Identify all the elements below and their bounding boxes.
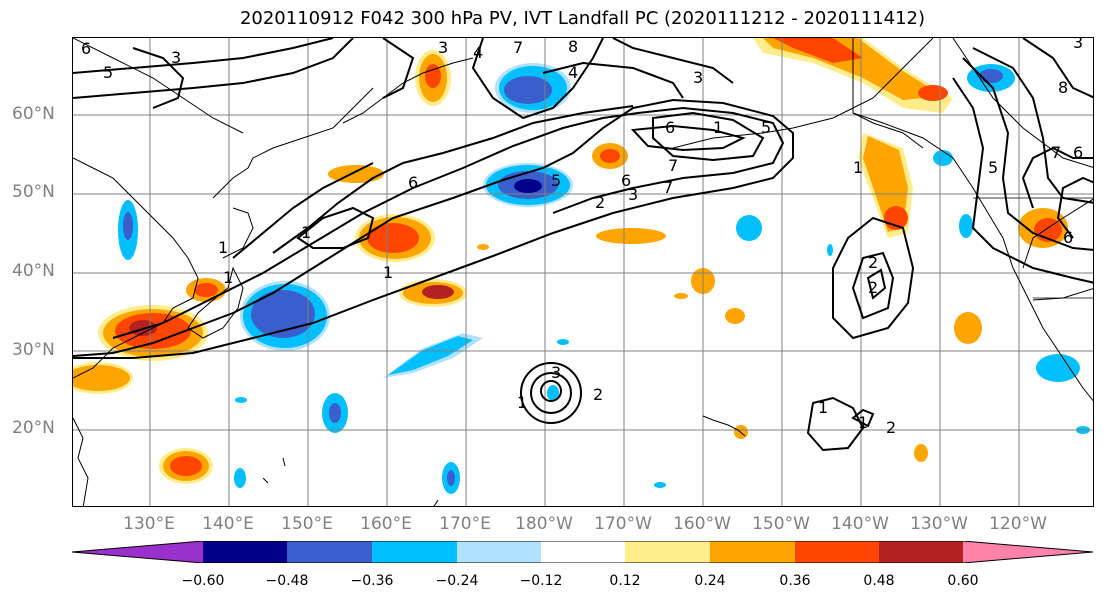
contour-label: 5 xyxy=(761,118,771,137)
contour-label: 7 xyxy=(668,156,678,175)
colorbar-segment xyxy=(963,541,1094,563)
contour-label: 6 xyxy=(621,171,631,190)
colorbar xyxy=(72,541,1094,563)
contour-label: 1 xyxy=(713,118,723,137)
contour-label: 2 xyxy=(868,253,878,272)
lat-label-20n: 20°N xyxy=(12,418,55,438)
colorbar-segment xyxy=(203,541,287,563)
positive-anomaly-gulf-alaska xyxy=(753,38,1068,344)
colorbar-segment xyxy=(287,541,372,563)
contour-label: 6 xyxy=(408,173,418,192)
pv-anomaly-shading xyxy=(73,38,1090,494)
contour-label: 3 xyxy=(551,363,561,382)
contour-label: 7 xyxy=(663,178,673,197)
contour-label: 1 xyxy=(218,238,228,257)
contour-label: 5 xyxy=(988,158,998,177)
colorbar-tick: −0.12 xyxy=(519,573,563,589)
contour-label: 6 xyxy=(1073,143,1083,162)
contour-label: 1 xyxy=(517,393,527,412)
colorbar-segment xyxy=(625,541,710,563)
graticule xyxy=(73,38,1093,506)
colorbar-tick: −0.36 xyxy=(350,573,394,589)
contour-label: 4 xyxy=(473,43,483,62)
colorbar-segments xyxy=(72,541,1094,563)
contour-label: 1 xyxy=(383,263,393,282)
colorbar-tick: −0.48 xyxy=(265,573,309,589)
lon-label-150w: 150°W xyxy=(752,514,810,534)
contour-label: 8 xyxy=(1058,78,1068,97)
contour-label: 2 xyxy=(886,418,896,437)
colorbar-tick: 0.60 xyxy=(947,573,979,589)
contour-label: 7 xyxy=(513,38,523,57)
contour-label: 2 xyxy=(593,385,603,404)
contour-label: 3 xyxy=(1073,38,1083,52)
colorbar-tick: −0.24 xyxy=(435,573,479,589)
positive-anomaly-southwest xyxy=(73,362,213,484)
colorbar-segment xyxy=(710,541,795,563)
lon-label-160w: 160°W xyxy=(673,514,731,534)
lat-label-40n: 40°N xyxy=(12,261,55,281)
colorbar-tick: 0.36 xyxy=(779,573,811,589)
contour-label: 1 xyxy=(818,398,828,417)
lat-label-60n: 60°N xyxy=(12,104,55,124)
lat-label-30n: 30°N xyxy=(12,340,55,360)
contour-label: 3 xyxy=(438,38,448,57)
colorbar-segment xyxy=(541,541,625,563)
positive-anomaly-central xyxy=(328,50,928,462)
lon-label-120w: 120°W xyxy=(989,514,1047,534)
contour-label: 4 xyxy=(568,63,578,82)
contour-label: 3 xyxy=(628,185,638,204)
lon-label-140e: 140°E xyxy=(202,514,254,534)
map-title: 2020110912 F042 300 hPa PV, IVT Landfall… xyxy=(239,8,926,29)
colorbar-segment xyxy=(72,541,203,563)
lon-label-170w: 170°W xyxy=(594,514,652,534)
contour-label: 1 xyxy=(223,268,233,287)
colorbar-tick: 0.48 xyxy=(863,573,895,589)
lon-label-130w: 130°W xyxy=(910,514,968,534)
colorbar-segment xyxy=(795,541,879,563)
lon-label-130e: 130°E xyxy=(123,514,175,534)
contour-label: 2 xyxy=(595,193,605,212)
colorbar-segment xyxy=(457,541,541,563)
contour-label: 1 xyxy=(853,158,863,177)
contour-label: 7 xyxy=(1051,143,1061,162)
lat-label-50n: 50°N xyxy=(12,182,55,202)
colorbar-segment xyxy=(879,541,963,563)
contour-label: 6 xyxy=(665,118,675,137)
contour-label: 6 xyxy=(81,39,91,58)
contour-label: 2 xyxy=(868,278,878,297)
lon-label-140w: 140°W xyxy=(831,514,889,534)
lon-label-160e: 160°E xyxy=(360,514,412,534)
contour-label: 1 xyxy=(301,223,311,242)
contour-label: 3 xyxy=(693,68,703,87)
lon-label-180w: 180°W xyxy=(515,514,573,534)
contour-label: 5 xyxy=(103,63,113,82)
colorbar-outline xyxy=(72,541,1094,563)
contour-label: 8 xyxy=(568,38,578,56)
lon-label-170e: 170°E xyxy=(439,514,491,534)
political-boundaries xyxy=(852,38,1093,299)
contour-label: 1 xyxy=(858,413,868,432)
lon-label-150e: 150°E xyxy=(281,514,333,534)
coastlines xyxy=(73,38,1093,506)
ivt-contours xyxy=(73,38,1093,452)
contour-label: 5 xyxy=(551,171,561,190)
colorbar-tick: −0.60 xyxy=(181,573,225,589)
contour-label: 6 xyxy=(1063,228,1073,247)
contour-label: 3 xyxy=(171,48,181,67)
colorbar-segment xyxy=(372,541,457,563)
colorbar-tick: 0.12 xyxy=(609,573,641,589)
colorbar-tick: 0.24 xyxy=(694,573,726,589)
